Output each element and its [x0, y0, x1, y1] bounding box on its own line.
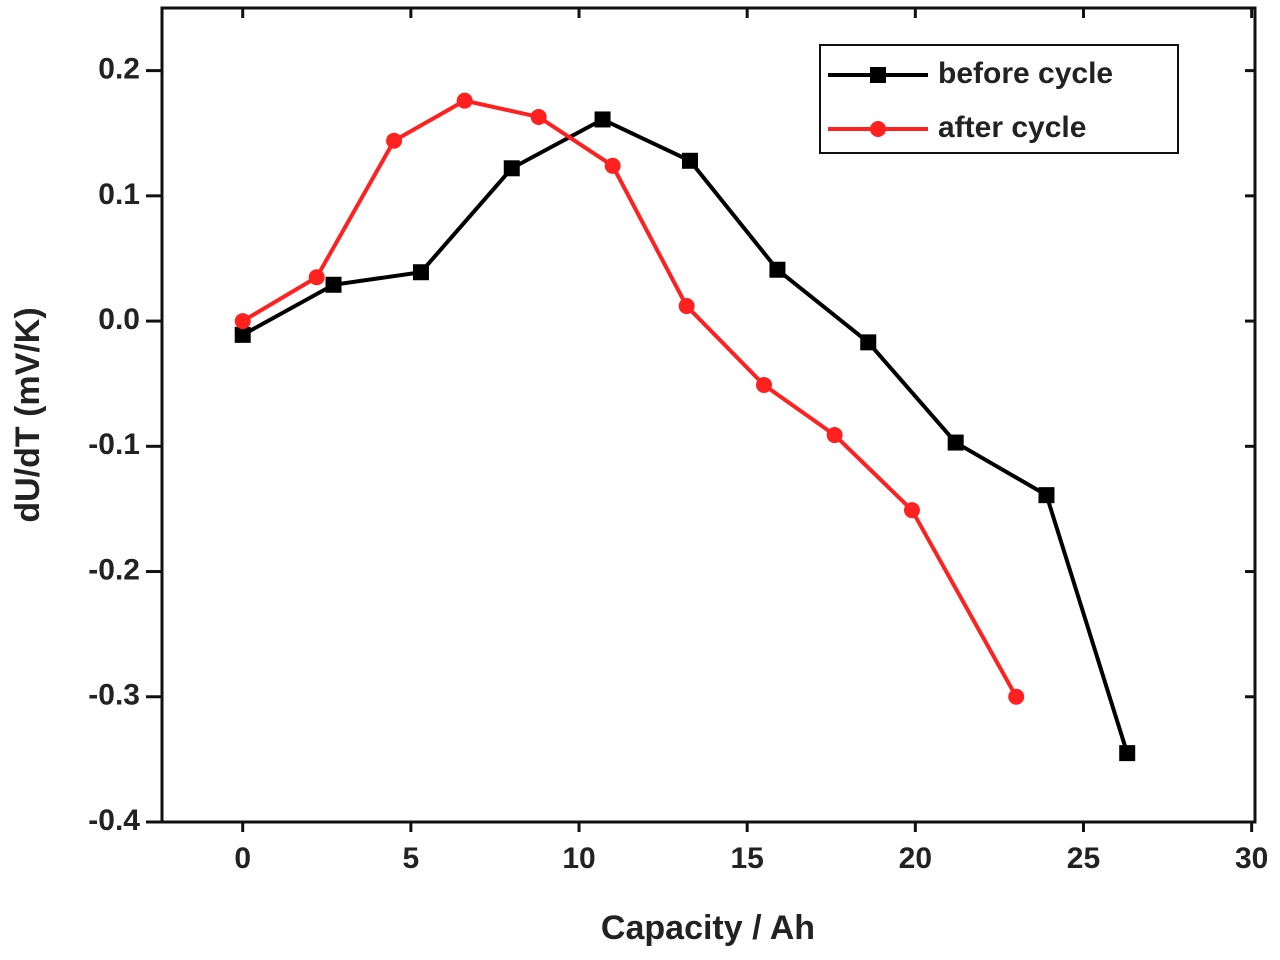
legend-marker: [870, 67, 886, 83]
marker: [234, 313, 251, 330]
x-tick-label: 10: [562, 842, 595, 875]
marker: [530, 108, 547, 125]
series-line: [241, 98, 1018, 698]
marker: [234, 326, 251, 343]
marker: [308, 269, 325, 286]
legend-text: before cycle: [938, 57, 1113, 90]
y-axis-title: dU/dT (mV/K): [9, 307, 47, 522]
x-tick-label: 15: [730, 842, 763, 875]
y-tick-label: 0.2: [98, 53, 140, 86]
x-tick-label: 20: [899, 842, 932, 875]
marker: [903, 502, 920, 519]
y-tick-label: 0.1: [98, 178, 140, 211]
legend-marker: [870, 121, 886, 137]
y-tick-label: -0.1: [88, 428, 140, 461]
marker: [503, 160, 520, 177]
x-tick-label: 25: [1067, 842, 1100, 875]
marker: [769, 261, 786, 278]
marker: [947, 434, 964, 451]
x-tick-label: 5: [403, 842, 420, 875]
legend-text: after cycle: [938, 111, 1086, 144]
marker: [1038, 487, 1055, 504]
y-tick-label: -0.3: [88, 679, 140, 712]
marker: [594, 111, 611, 128]
x-tick-label: 30: [1235, 842, 1268, 875]
marker: [755, 376, 772, 393]
marker: [386, 132, 403, 149]
y-tick-label: -0.4: [88, 804, 140, 837]
y-tick-label: 0.0: [98, 303, 140, 336]
marker: [860, 334, 877, 351]
marker: [682, 152, 699, 169]
marker: [325, 276, 342, 293]
marker: [678, 298, 695, 315]
marker: [1008, 688, 1025, 705]
marker: [826, 427, 843, 444]
x-axis-title: Capacity / Ah: [601, 909, 815, 947]
y-tick-label: -0.2: [88, 553, 140, 586]
marker: [1119, 745, 1136, 762]
marker: [456, 92, 473, 109]
marker: [412, 264, 429, 281]
marker: [604, 157, 621, 174]
x-tick-label: 0: [234, 842, 251, 875]
plot-frame: [160, 6, 1257, 824]
